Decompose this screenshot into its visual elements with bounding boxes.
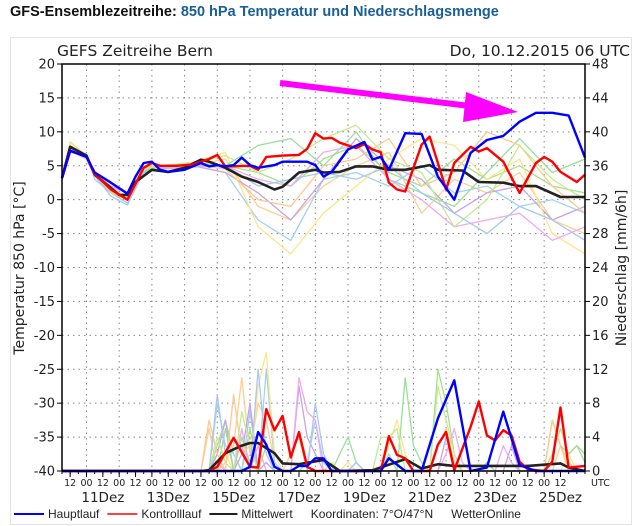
x-tick-label: 12	[326, 478, 338, 489]
x-tick-label: 00	[146, 478, 158, 489]
y-tick-label: -25	[34, 363, 55, 378]
plot-area-border	[61, 63, 586, 472]
y-tick-label: -40	[34, 465, 55, 480]
member-temperature-line	[61, 137, 586, 255]
date-label: 23Dez	[474, 490, 517, 506]
x-tick-label: 12	[489, 478, 501, 489]
main-run-temperature-line	[60, 111, 587, 201]
y2-tick-label: 16	[592, 329, 609, 344]
y2-tick-label: 36	[592, 159, 609, 174]
x-tick-label: 00	[211, 478, 223, 489]
x-tick-label: 00	[473, 478, 485, 489]
y2-tick-label: 40	[592, 125, 609, 140]
x-tick-label: 00	[113, 478, 125, 489]
y-tick-label: -15	[34, 295, 55, 310]
y-tick-label: 20	[38, 58, 55, 73]
date-label: 11Dez	[81, 490, 124, 506]
x-tick-label: 00	[277, 478, 289, 489]
x-tick-label: 12	[424, 478, 436, 489]
chart-run-time: Do, 10.12.2015 06 UTC	[450, 42, 630, 60]
legend-brand: WetterOnline	[451, 507, 521, 521]
heading-title: 850 hPa Temperatur und Niederschlagsmeng…	[180, 4, 499, 20]
x-tick-label: 12	[97, 478, 109, 489]
y-tick-label: -30	[34, 397, 55, 412]
member-temperature-line	[61, 151, 586, 241]
x-tick-label: 00	[440, 478, 452, 489]
y2-tick-label: 44	[592, 91, 609, 106]
mean-temperature-line	[60, 145, 585, 199]
x-tick-label: 12	[554, 478, 566, 489]
member-temperature-line	[61, 151, 586, 242]
y2-tick-label: 8	[592, 397, 600, 412]
y2-tick-label: 24	[592, 261, 609, 276]
x-tick-label: 12	[260, 478, 272, 489]
x-tick-label: 12	[228, 478, 240, 489]
y2-tick-label: 48	[592, 58, 609, 73]
y2-tick-label: 4	[592, 431, 600, 446]
y2-tick-label: 32	[592, 193, 609, 208]
x-tick-label: 12	[293, 478, 305, 489]
grid	[62, 64, 585, 471]
date-label: 15Dez	[212, 490, 255, 506]
x-tick-label: 00	[309, 478, 321, 489]
x-tick-label: 00	[538, 478, 550, 489]
annotation-arrow	[279, 80, 518, 122]
y2-tick-label: 28	[592, 227, 609, 242]
y-tick-label: 10	[38, 125, 55, 140]
x-tick-label: 12	[391, 478, 403, 489]
x-tick-label: 12	[130, 478, 142, 489]
main-run-precipitation-line	[62, 379, 585, 473]
date-label: 13Dez	[147, 490, 190, 506]
heading-prefix: GFS-Ensemblezeitreihe:	[10, 4, 177, 20]
y2-tick-label: 12	[592, 363, 609, 378]
legend-coordinates: Koordinaten: 7°O/47°N	[311, 507, 433, 521]
y2-tick-label: 0	[592, 465, 600, 480]
x-tick-label: 00	[244, 478, 256, 489]
member-temperature-line	[61, 141, 586, 235]
y2-tick-label: 20	[592, 295, 609, 310]
x-tick-label: 00	[505, 478, 517, 489]
x-tick-label: 00	[80, 478, 92, 489]
y-tick-label: 15	[38, 91, 55, 106]
legend-mean: Mittelwert	[241, 507, 293, 521]
date-label: 19Dez	[343, 490, 386, 506]
x-tick-label: 00	[407, 478, 419, 489]
y2-axis-label: Niederschlag [mm/6h]	[614, 190, 630, 347]
legend: Hauptlauf Kontrolllauf Mittelwert Koordi…	[14, 507, 521, 521]
y-tick-label: -20	[34, 329, 55, 344]
arrow-head-icon	[463, 92, 518, 122]
date-label: 17Dez	[278, 490, 321, 506]
chart-location-title: GEFS Zeitreihe Bern	[57, 42, 213, 60]
x-tick-label: 00	[375, 478, 387, 489]
chart-frame	[10, 37, 632, 525]
x-tick-label: 12	[195, 478, 207, 489]
y-axis-label: Temperatur 850 hPa [°C]	[12, 181, 28, 355]
x-tick-label: 12	[64, 478, 76, 489]
x-tick-label: 00	[179, 478, 191, 489]
arrow-shaft	[279, 80, 471, 109]
date-label: 21Dez	[408, 490, 451, 506]
y-tick-label: -5	[42, 227, 55, 242]
page-heading: GFS-Ensemblezeitreihe: 850 hPa Temperatu…	[10, 4, 499, 20]
y-tick-label: -35	[34, 431, 55, 446]
x-tick-label: 12	[522, 478, 534, 489]
legend-control-run: Kontrolllauf	[141, 507, 202, 521]
y-tick-label: -10	[34, 261, 55, 276]
y-tick-label: 0	[47, 193, 55, 208]
x-tick-label: 12	[456, 478, 468, 489]
legend-main-run: Hauptlauf	[48, 507, 100, 521]
x-tick-label: 12	[162, 478, 174, 489]
date-label: 25Dez	[539, 490, 582, 506]
x-tick-label: 12	[358, 478, 370, 489]
y-tick-label: 5	[47, 159, 55, 174]
x-tick-label: 00	[342, 478, 354, 489]
mean-precipitation-line	[62, 441, 586, 473]
x-unit-label: UTC	[591, 478, 610, 489]
